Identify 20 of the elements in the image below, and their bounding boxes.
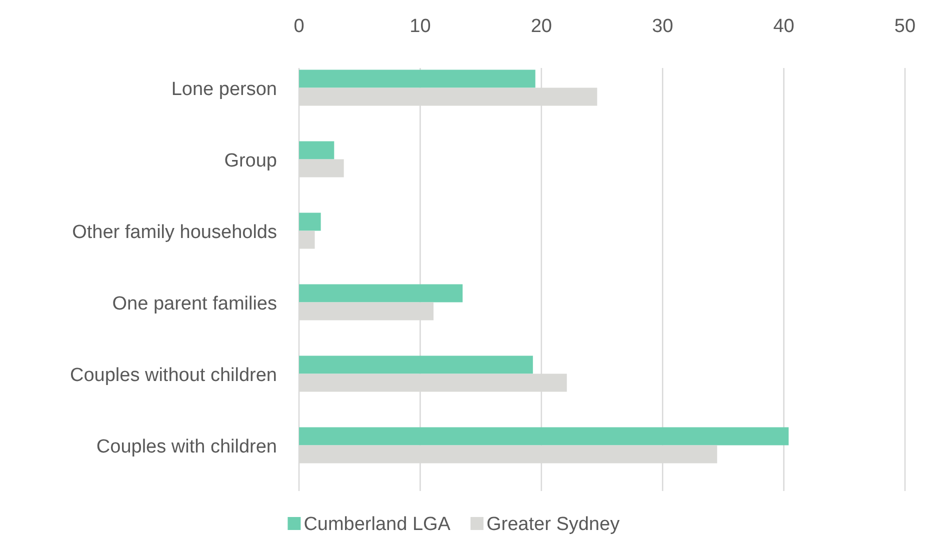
x-tick-label: 40 [773,16,794,37]
bar [299,284,463,302]
y-tick-label: Lone person [171,78,277,100]
y-tick-label: Group [224,150,277,172]
x-tick-label: 10 [410,16,431,37]
y-tick-label: Couples with children [96,436,277,458]
legend-label: Cumberland LGA [304,514,451,535]
legend-label: Greater Sydney [486,514,620,535]
bar [299,212,321,231]
x-tick-label: 20 [530,16,552,37]
bar [299,427,789,446]
x-tick-label: 50 [894,16,916,37]
bar [299,70,536,88]
bar [299,356,533,374]
x-tick-label: 0 [294,16,304,37]
y-tick-label: Other family households [72,222,277,243]
bar [299,141,334,160]
y-tick-label: Couples without children [70,364,277,386]
x-tick-label: 30 [652,16,674,37]
y-tick-label: One parent families [112,293,277,314]
